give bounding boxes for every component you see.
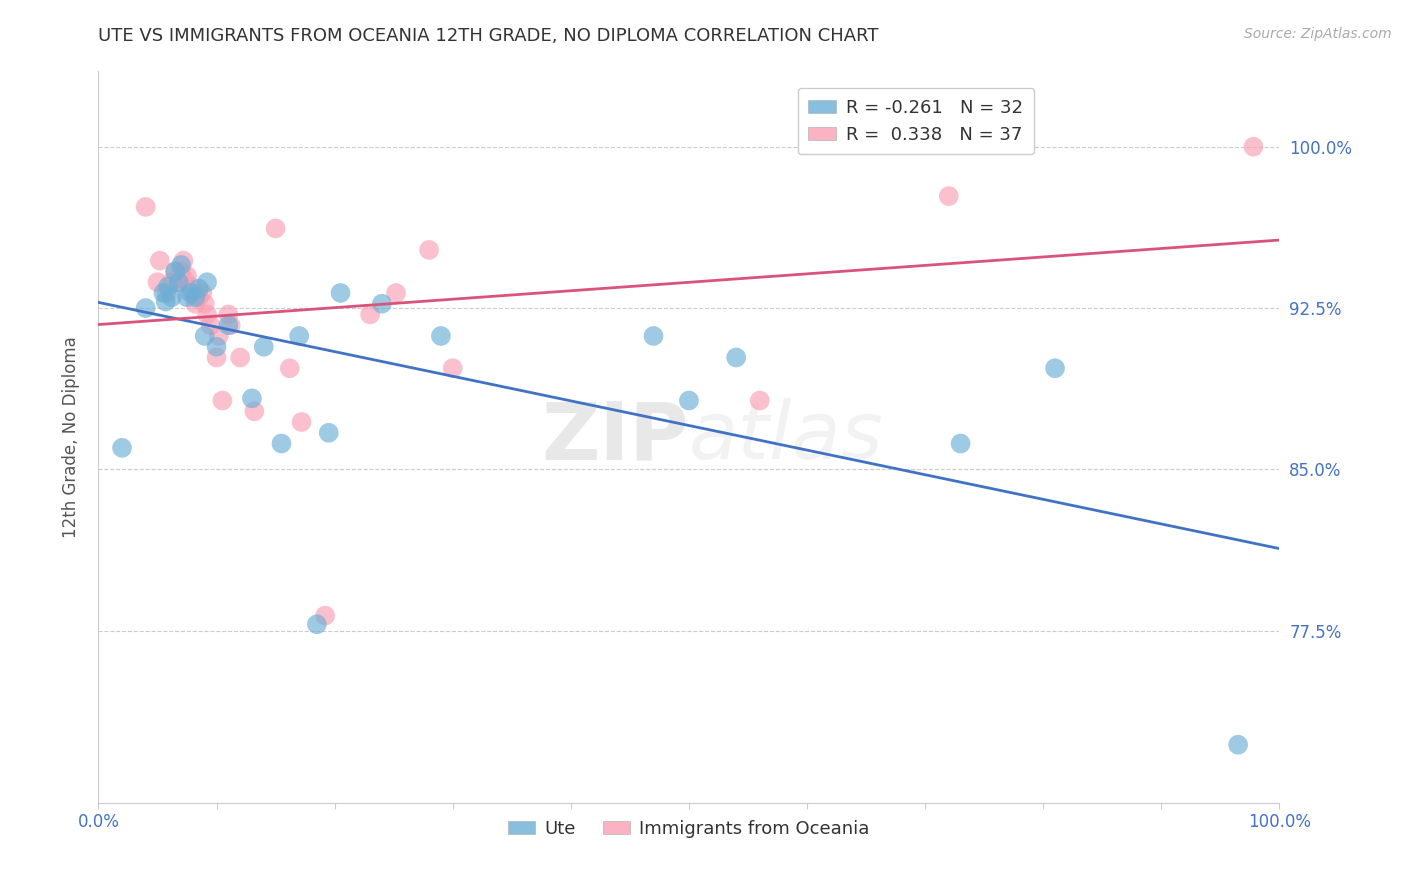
Point: [305, 617, 328, 632]
Point: [1243, 139, 1265, 153]
Point: [149, 253, 172, 268]
Point: [187, 290, 209, 304]
Point: [725, 351, 748, 365]
Point: [195, 308, 218, 322]
Point: [938, 189, 960, 203]
Point: [135, 200, 157, 214]
Point: [111, 441, 134, 455]
Point: [205, 351, 228, 365]
Point: [418, 243, 440, 257]
Point: [318, 425, 340, 440]
Point: [156, 285, 179, 300]
Point: [359, 308, 381, 322]
Point: [194, 296, 217, 310]
Point: [181, 285, 204, 300]
Point: [172, 253, 194, 268]
Point: [748, 393, 770, 408]
Text: Source: ZipAtlas.com: Source: ZipAtlas.com: [1244, 27, 1392, 41]
Point: [200, 318, 222, 333]
Point: [217, 318, 239, 333]
Point: [157, 279, 180, 293]
Point: [229, 351, 252, 365]
Point: [278, 361, 301, 376]
Point: [240, 392, 263, 406]
Point: [643, 329, 665, 343]
Text: ZIP: ZIP: [541, 398, 689, 476]
Point: [167, 275, 190, 289]
Point: [208, 329, 231, 343]
Point: [167, 275, 190, 289]
Point: [219, 318, 242, 333]
Point: [270, 436, 292, 450]
Point: [170, 258, 193, 272]
Point: [288, 329, 311, 343]
Point: [1227, 738, 1250, 752]
Point: [949, 436, 972, 450]
Point: [160, 275, 183, 289]
Point: [184, 296, 207, 310]
Point: [264, 221, 287, 235]
Point: [173, 273, 195, 287]
Point: [194, 329, 217, 343]
Point: [243, 404, 266, 418]
Point: [180, 285, 202, 300]
Point: [678, 393, 700, 408]
Point: [191, 285, 214, 300]
Point: [170, 264, 193, 278]
Y-axis label: 12th Grade, No Diploma: 12th Grade, No Diploma: [62, 336, 80, 538]
Point: [314, 608, 336, 623]
Point: [184, 290, 207, 304]
Point: [165, 264, 187, 278]
Point: [441, 361, 464, 376]
Point: [152, 285, 174, 300]
Point: [135, 301, 157, 315]
Point: [371, 296, 394, 310]
Point: [329, 285, 352, 300]
Legend: Ute, Immigrants from Oceania: Ute, Immigrants from Oceania: [501, 813, 877, 845]
Point: [155, 294, 177, 309]
Point: [187, 282, 209, 296]
Point: [180, 279, 202, 293]
Point: [176, 268, 198, 283]
Point: [253, 340, 276, 354]
Point: [1043, 361, 1066, 376]
Point: [385, 285, 408, 300]
Point: [217, 308, 239, 322]
Point: [290, 415, 312, 429]
Point: [160, 290, 183, 304]
Point: [165, 264, 187, 278]
Point: [195, 275, 218, 289]
Point: [146, 275, 169, 289]
Point: [211, 393, 233, 408]
Point: [430, 329, 453, 343]
Point: [176, 290, 198, 304]
Text: UTE VS IMMIGRANTS FROM OCEANIA 12TH GRADE, NO DIPLOMA CORRELATION CHART: UTE VS IMMIGRANTS FROM OCEANIA 12TH GRAD…: [98, 27, 879, 45]
Point: [205, 340, 228, 354]
Text: atlas: atlas: [689, 398, 884, 476]
